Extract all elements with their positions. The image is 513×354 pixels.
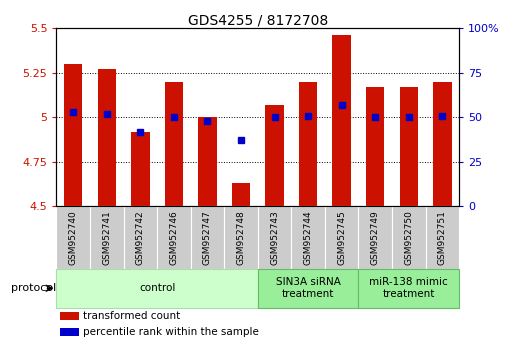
FancyBboxPatch shape (224, 206, 258, 269)
Text: GSM952742: GSM952742 (136, 210, 145, 265)
FancyBboxPatch shape (426, 206, 459, 269)
Title: GDS4255 / 8172708: GDS4255 / 8172708 (188, 13, 328, 27)
FancyBboxPatch shape (90, 206, 124, 269)
Bar (265, 105, 284, 206)
Bar (97, 69, 116, 206)
Text: SIN3A siRNA
treatment: SIN3A siRNA treatment (275, 278, 341, 299)
Text: GSM952747: GSM952747 (203, 210, 212, 265)
Text: GSM952741: GSM952741 (102, 210, 111, 265)
FancyBboxPatch shape (359, 269, 459, 308)
Text: GSM952750: GSM952750 (404, 210, 413, 265)
Text: GSM952749: GSM952749 (371, 210, 380, 265)
Bar (61, 312, 78, 320)
FancyBboxPatch shape (191, 206, 224, 269)
Text: transformed count: transformed count (83, 311, 180, 321)
FancyBboxPatch shape (157, 206, 191, 269)
Text: miR-138 mimic
treatment: miR-138 mimic treatment (369, 278, 448, 299)
Bar (332, 35, 351, 206)
Text: percentile rank within the sample: percentile rank within the sample (83, 327, 259, 337)
Text: control: control (139, 283, 175, 293)
Bar (198, 117, 216, 206)
FancyBboxPatch shape (56, 269, 258, 308)
Text: GSM952740: GSM952740 (69, 210, 77, 265)
FancyBboxPatch shape (124, 206, 157, 269)
FancyBboxPatch shape (258, 206, 291, 269)
Text: GSM952744: GSM952744 (304, 210, 312, 265)
FancyBboxPatch shape (291, 206, 325, 269)
Bar (232, 183, 250, 206)
Text: GSM952743: GSM952743 (270, 210, 279, 265)
Bar (366, 87, 384, 206)
Text: GSM952746: GSM952746 (169, 210, 179, 265)
FancyBboxPatch shape (359, 206, 392, 269)
Text: GSM952751: GSM952751 (438, 210, 447, 265)
Bar (64, 64, 83, 206)
Text: GSM952748: GSM952748 (236, 210, 246, 265)
Text: GSM952745: GSM952745 (337, 210, 346, 265)
Bar (61, 328, 78, 336)
Bar (400, 87, 418, 206)
Bar (433, 82, 451, 206)
Bar (299, 82, 318, 206)
Text: protocol: protocol (11, 283, 56, 293)
FancyBboxPatch shape (56, 206, 90, 269)
Bar (165, 82, 183, 206)
FancyBboxPatch shape (392, 206, 426, 269)
Bar (131, 132, 150, 206)
FancyBboxPatch shape (258, 269, 359, 308)
FancyBboxPatch shape (325, 206, 359, 269)
